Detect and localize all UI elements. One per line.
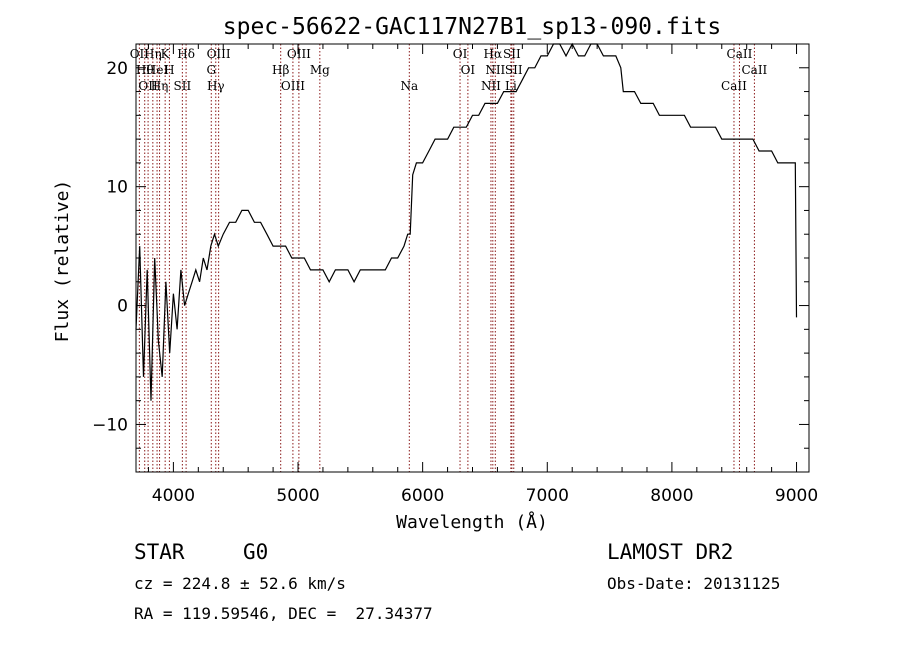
line-label: Hη [144,47,162,61]
x-tick-label: 6000 [401,486,444,506]
redshift-value: cz = 224.8 ± 52.6 km/s [134,574,346,593]
line-label: H [164,63,174,77]
line-label: CaII [741,63,767,77]
line-label: OIII [281,79,305,93]
line-label: OIII [207,47,231,61]
spectral-line-labels: OIIHθOIIHηHeIHηKHSIIHδGHγOIIIHβOIIIOIIIM… [130,47,768,93]
line-label: CaII [727,47,753,61]
x-tick-label: 8000 [650,486,693,506]
line-label: Hβ [272,63,289,77]
object-class: STAR [134,540,185,564]
line-label: Mg [310,63,330,77]
line-label: NII [481,79,501,93]
line-label: SII [174,79,192,93]
line-label: OII [138,79,158,93]
line-label: G [206,63,216,77]
line-label: HeI [146,63,169,77]
survey-name: LAMOST DR2 [607,540,734,564]
observation-date: Obs-Date: 20131125 [607,574,781,593]
y-tick-label: −10 [92,415,128,435]
line-label: Li [505,79,517,93]
spectral-line-markers [138,44,755,472]
chart-title: spec-56622-GAC117N27B1_sp13-090.fits [223,14,722,40]
y-tick-label: 0 [117,297,128,317]
line-label: OIII [287,47,311,61]
object-subclass: G0 [243,540,269,564]
line-label: Hη [151,79,169,93]
x-tick-label: 7000 [526,486,569,506]
line-label: K [161,47,171,61]
y-axis-label: Flux (relative) [52,180,73,343]
line-label: OI [453,47,468,61]
y-tick-label: 10 [106,178,128,198]
plot-axes: 4000 5000 6000 7000 8000 9000 −10 0 10 20 [92,43,818,506]
plot-frame [135,43,810,473]
y-tick-label: 20 [106,59,128,79]
line-label: Hδ [177,47,195,61]
spectrum-line [135,42,798,401]
x-tick-label: 4000 [152,486,195,506]
line-label: Hγ [207,79,225,93]
line-label: CaII [721,79,747,93]
line-label: SII [505,63,523,77]
line-label: NII [485,63,505,77]
line-label: Hθ [136,63,154,77]
line-label: OI [461,63,476,77]
line-label: Na [400,79,418,93]
x-tick-label: 5000 [276,486,319,506]
line-label: SII [503,47,521,61]
x-tick-label: 9000 [775,486,818,506]
line-label: OII [130,47,150,61]
x-axis-label: Wavelength (Å) [396,511,548,533]
coordinates: RA = 119.59546, DEC = 27.34377 [134,604,433,623]
line-label: Hα [484,47,503,61]
